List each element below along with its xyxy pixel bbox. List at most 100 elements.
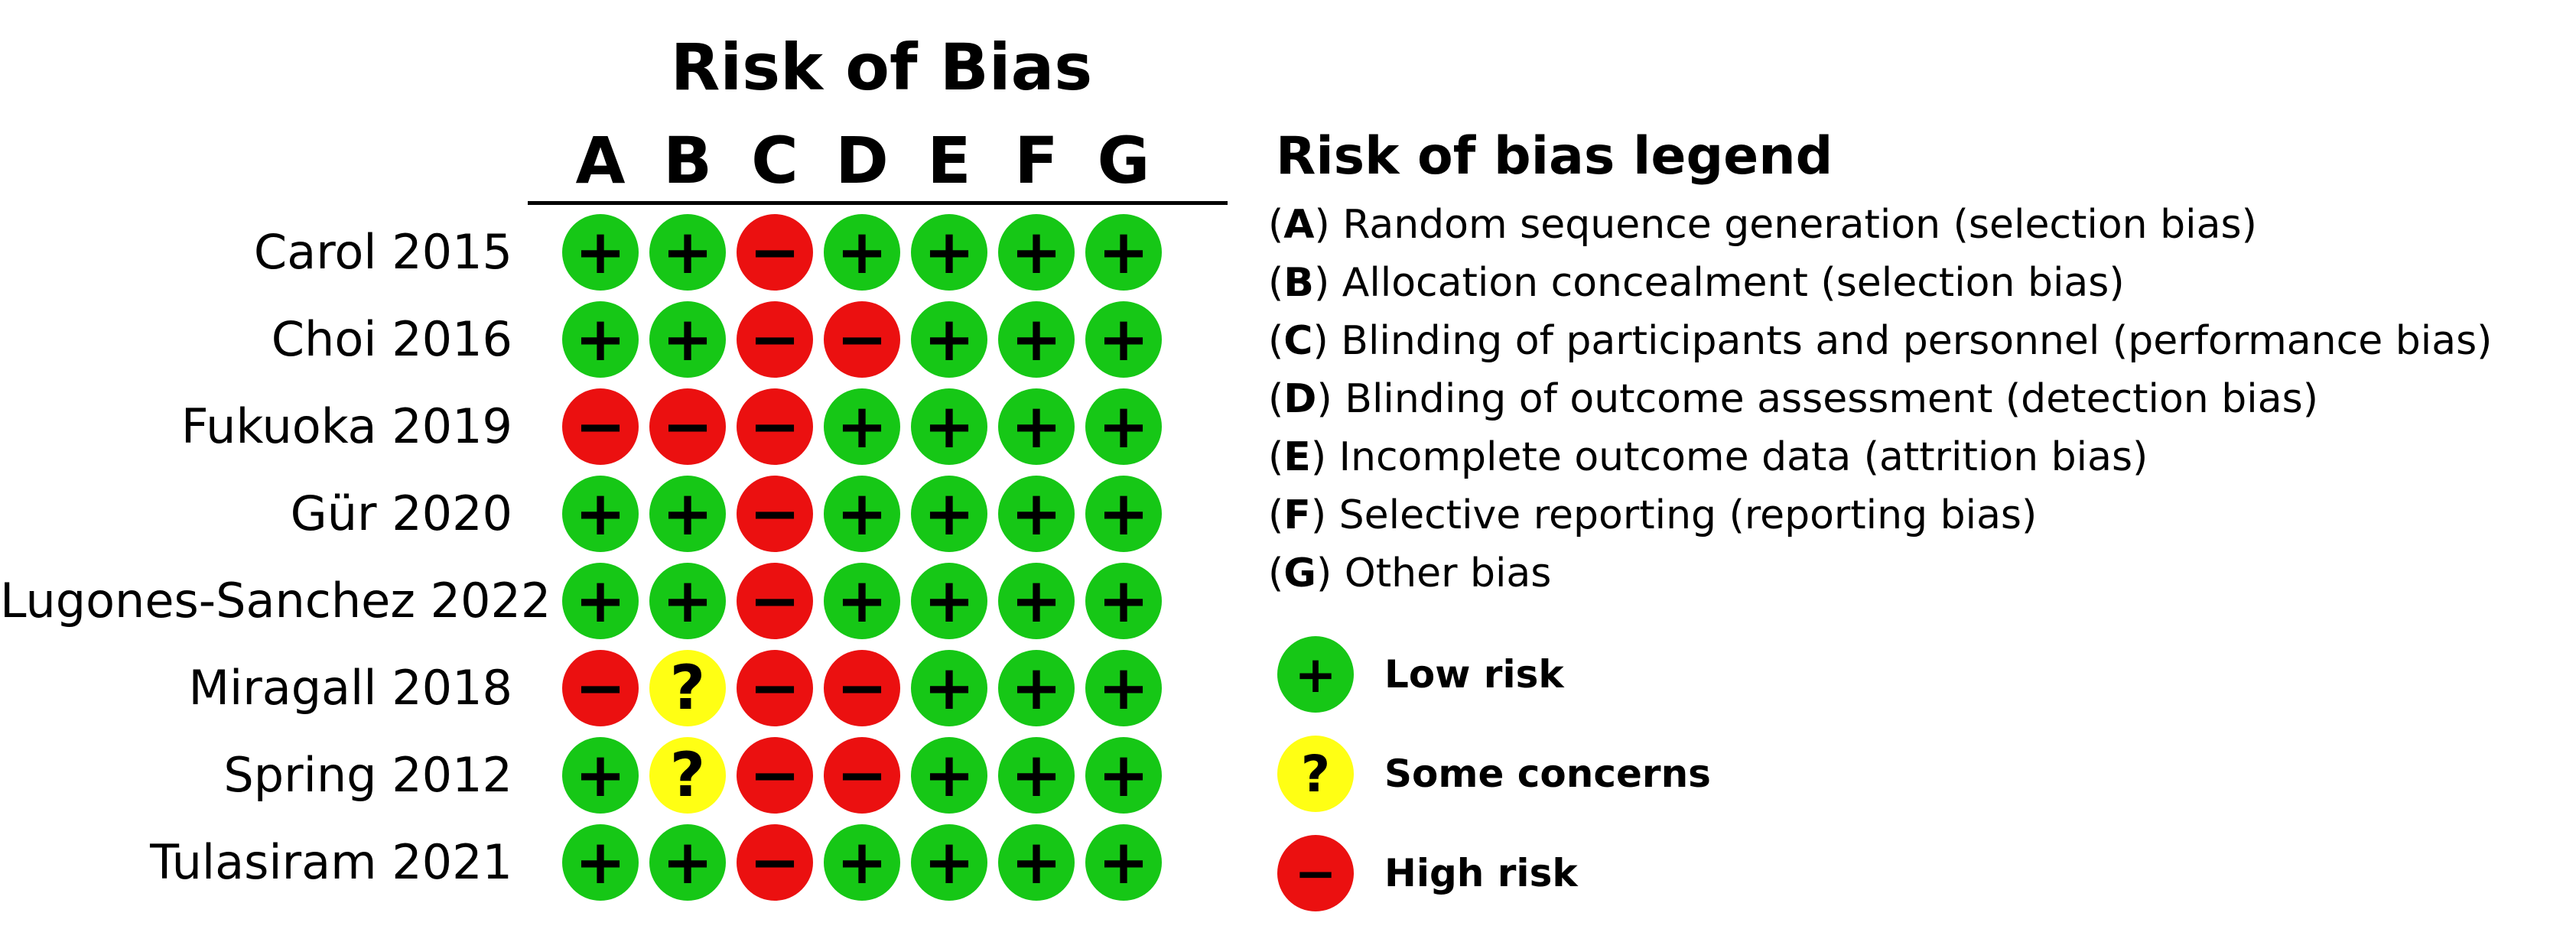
rating-low-icon: + <box>562 737 639 814</box>
column-header-f: F <box>1014 123 1059 198</box>
rating-some-icon: ? <box>649 737 726 814</box>
study-label: Carol 2015 <box>253 224 512 280</box>
study-label: Fukuoka 2019 <box>181 398 512 454</box>
legend-item-letter: F <box>1283 492 1311 538</box>
legend-item-text: ) Other bias <box>1316 551 1552 596</box>
rating-low-icon: + <box>998 388 1075 465</box>
legend-item-f: (F) Selective reporting (reporting bias) <box>1268 492 2038 538</box>
rating-high-icon: − <box>737 388 813 465</box>
legend-item-d: (D) Blinding of outcome assessment (dete… <box>1268 376 2318 422</box>
legend-item-text: ) Incomplete outcome data (attrition bia… <box>1310 434 2148 480</box>
rating-low-icon: + <box>824 388 900 465</box>
rating-low-icon: + <box>998 824 1075 901</box>
column-header-d: D <box>835 123 889 198</box>
column-header-g: G <box>1097 123 1150 198</box>
legend-item-text: ) Selective reporting (reporting bias) <box>1310 492 2038 538</box>
rating-low-icon: + <box>998 563 1075 639</box>
rating-low-icon: + <box>649 301 726 378</box>
rating-low-icon: + <box>911 301 987 378</box>
legend-low-label: Low risk <box>1384 652 1564 697</box>
rating-low-icon: + <box>1085 388 1162 465</box>
rating-low-icon: + <box>649 563 726 639</box>
legend-item-e: (E) Incomplete outcome data (attrition b… <box>1268 434 2148 480</box>
rating-low-icon: + <box>824 214 900 291</box>
rating-high-icon: − <box>737 214 813 291</box>
rating-low-icon: + <box>1085 737 1162 814</box>
column-header-a: A <box>575 123 626 198</box>
rating-high-icon: − <box>737 563 813 639</box>
study-label: Choi 2016 <box>271 311 512 367</box>
rating-low-icon: + <box>649 476 726 552</box>
legend-item-b: (B) Allocation concealment (selection bi… <box>1268 260 2125 306</box>
rating-low-icon: + <box>998 737 1075 814</box>
legend-item-c: (C) Blinding of participants and personn… <box>1268 318 2493 364</box>
legend-item-letter: C <box>1283 318 1313 364</box>
study-label: Tulasiram 2021 <box>150 834 512 890</box>
legend-high-icon: − <box>1277 835 1354 911</box>
rating-low-icon: + <box>998 476 1075 552</box>
study-label: Gür 2020 <box>290 486 512 541</box>
rating-high-icon: − <box>737 824 813 901</box>
rating-low-icon: + <box>1085 214 1162 291</box>
legend-low-icon: + <box>1277 636 1354 713</box>
rating-low-icon: + <box>824 476 900 552</box>
rating-low-icon: + <box>998 214 1075 291</box>
rating-high-icon: − <box>562 650 639 726</box>
rating-low-icon: + <box>649 214 726 291</box>
rating-low-icon: + <box>911 824 987 901</box>
rating-some-icon: ? <box>649 650 726 726</box>
rating-high-icon: − <box>737 650 813 726</box>
rating-low-icon: + <box>1085 301 1162 378</box>
rating-high-icon: − <box>737 737 813 814</box>
column-header-b: B <box>662 123 713 198</box>
header-rule <box>528 201 1228 205</box>
rating-low-icon: + <box>911 476 987 552</box>
rating-low-icon: + <box>911 563 987 639</box>
rating-low-icon: + <box>1085 476 1162 552</box>
grid-title: Risk of Bias <box>670 30 1093 105</box>
legend-item-letter: E <box>1283 434 1311 480</box>
rating-low-icon: + <box>911 388 987 465</box>
rating-high-icon: − <box>562 388 639 465</box>
legend-item-text: ) Random sequence generation (selection … <box>1314 202 2257 248</box>
rating-low-icon: + <box>1085 650 1162 726</box>
rating-low-icon: + <box>998 301 1075 378</box>
legend-item-a: (A) Random sequence generation (selectio… <box>1268 202 2257 248</box>
legend-item-g: (G) Other bias <box>1268 551 1552 596</box>
legend-some-label: Some concerns <box>1384 752 1711 796</box>
legend-item-letter: A <box>1283 202 1315 248</box>
rating-low-icon: + <box>911 650 987 726</box>
rating-low-icon: + <box>824 824 900 901</box>
rating-high-icon: − <box>649 388 726 465</box>
legend-item-letter: D <box>1283 376 1317 422</box>
legend-item-letter: G <box>1283 551 1316 596</box>
rating-low-icon: + <box>824 563 900 639</box>
legend-item-text: ) Blinding of participants and personnel… <box>1312 318 2493 364</box>
legend-item-letter: B <box>1283 260 1314 306</box>
column-header-c: C <box>751 123 798 198</box>
study-label: Miragall 2018 <box>188 660 513 716</box>
rating-low-icon: + <box>562 214 639 291</box>
study-label: Lugones-Sanchez 2022 <box>0 573 551 629</box>
rating-low-icon: + <box>562 824 639 901</box>
rating-high-icon: − <box>824 301 900 378</box>
rating-low-icon: + <box>998 650 1075 726</box>
legend-item-text: ) Blinding of outcome assessment (detect… <box>1316 376 2318 422</box>
rating-low-icon: + <box>562 301 639 378</box>
rating-high-icon: − <box>824 650 900 726</box>
rating-high-icon: − <box>737 301 813 378</box>
rating-low-icon: + <box>562 476 639 552</box>
rating-low-icon: + <box>911 737 987 814</box>
rating-low-icon: + <box>562 563 639 639</box>
legend-item-text: ) Allocation concealment (selection bias… <box>1313 260 2125 306</box>
rating-low-icon: + <box>1085 563 1162 639</box>
rating-low-icon: + <box>649 824 726 901</box>
rating-high-icon: − <box>737 476 813 552</box>
rating-low-icon: + <box>1085 824 1162 901</box>
column-header-e: E <box>927 123 971 198</box>
legend-high-label: High risk <box>1384 851 1578 895</box>
study-label: Spring 2012 <box>223 747 512 803</box>
legend-title: Risk of bias legend <box>1276 126 1833 187</box>
rating-low-icon: + <box>911 214 987 291</box>
legend-some-icon: ? <box>1277 736 1354 812</box>
